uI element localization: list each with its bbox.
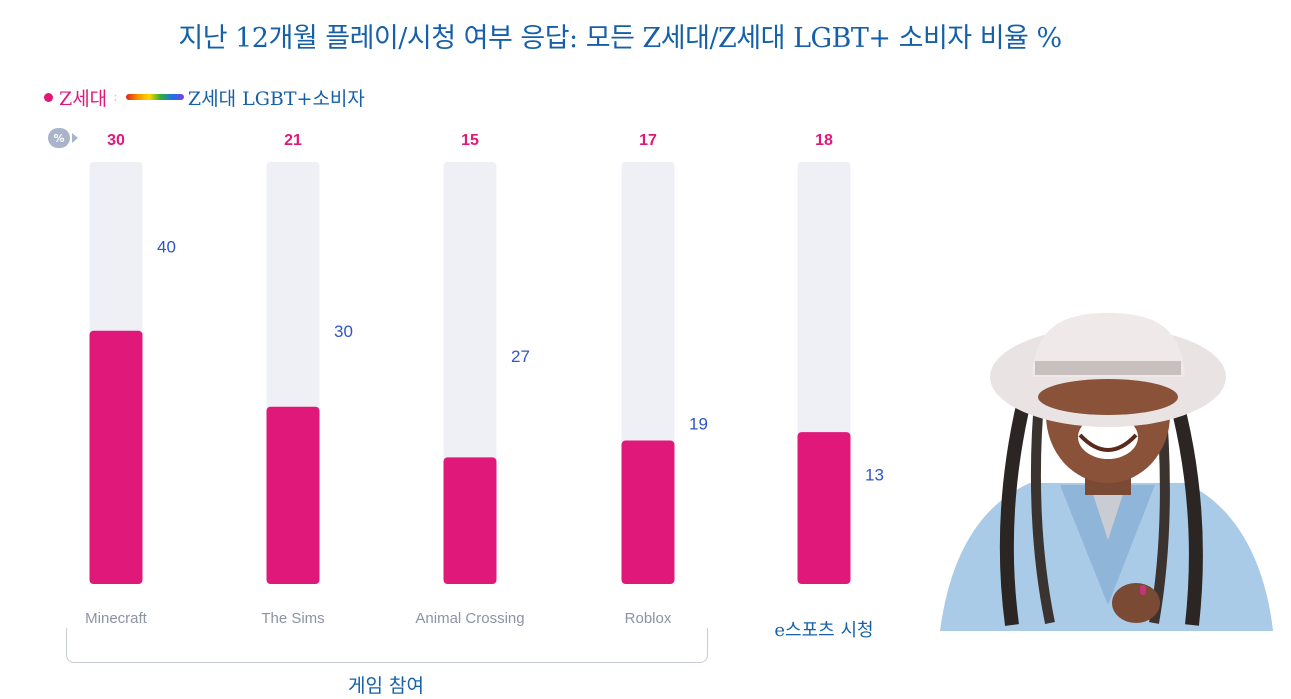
gen-z-legend-label: Z세대 bbox=[59, 87, 108, 110]
lgbt-value-label: 40 bbox=[157, 237, 176, 256]
game-group-bracket bbox=[66, 628, 708, 663]
percent-arrow-icon bbox=[72, 133, 78, 143]
category-label: Animal Crossing bbox=[415, 610, 524, 627]
chart-svg: 30 40 Minecraft 21 30 The Sims 15 27 Animal Cros… bbox=[85, 132, 884, 640]
category-label: Roblox bbox=[625, 610, 672, 627]
legend-separator: : bbox=[113, 89, 118, 105]
rainbow-legend-swatch bbox=[125, 94, 184, 100]
lgbt-value-label: 19 bbox=[689, 415, 708, 434]
laughing-person-photo bbox=[940, 313, 1273, 631]
gen-z-bar bbox=[443, 457, 497, 584]
category-label: Minecraft bbox=[85, 610, 148, 627]
gen-z-value-label: 30 bbox=[107, 132, 125, 149]
gen-z-bar bbox=[266, 406, 320, 584]
gen-z-value-label: 17 bbox=[639, 132, 657, 149]
chart-title: 지난 12개월 플레이/시청 여부 응답: 모든 Z세대/Z세대 LGBT+ 소… bbox=[178, 23, 1062, 54]
gen-z-legend-dot bbox=[44, 92, 53, 102]
gen-z-value-label: 18 bbox=[815, 132, 833, 149]
category-label: The Sims bbox=[261, 610, 324, 627]
game-group-label: 게임 참여 bbox=[348, 675, 424, 697]
legend: Z세대 : Z세대 LGBT+소비자 bbox=[44, 84, 365, 110]
gen-z-bar bbox=[89, 330, 143, 584]
lgbt-value-label: 13 bbox=[865, 465, 884, 484]
gen-z-bar bbox=[621, 440, 675, 584]
percent-badge: % bbox=[48, 128, 70, 148]
gen-z-value-label: 21 bbox=[284, 132, 302, 149]
category-label: e스포츠 시청 bbox=[774, 620, 873, 640]
gen-z-value-label: 15 bbox=[461, 132, 479, 149]
lgbt-value-label: 27 bbox=[511, 347, 530, 366]
lgbt-legend-label: Z세대 LGBT+소비자 bbox=[187, 87, 365, 110]
lgbt-value-label: 30 bbox=[334, 322, 353, 341]
gen-z-bar bbox=[797, 432, 851, 584]
